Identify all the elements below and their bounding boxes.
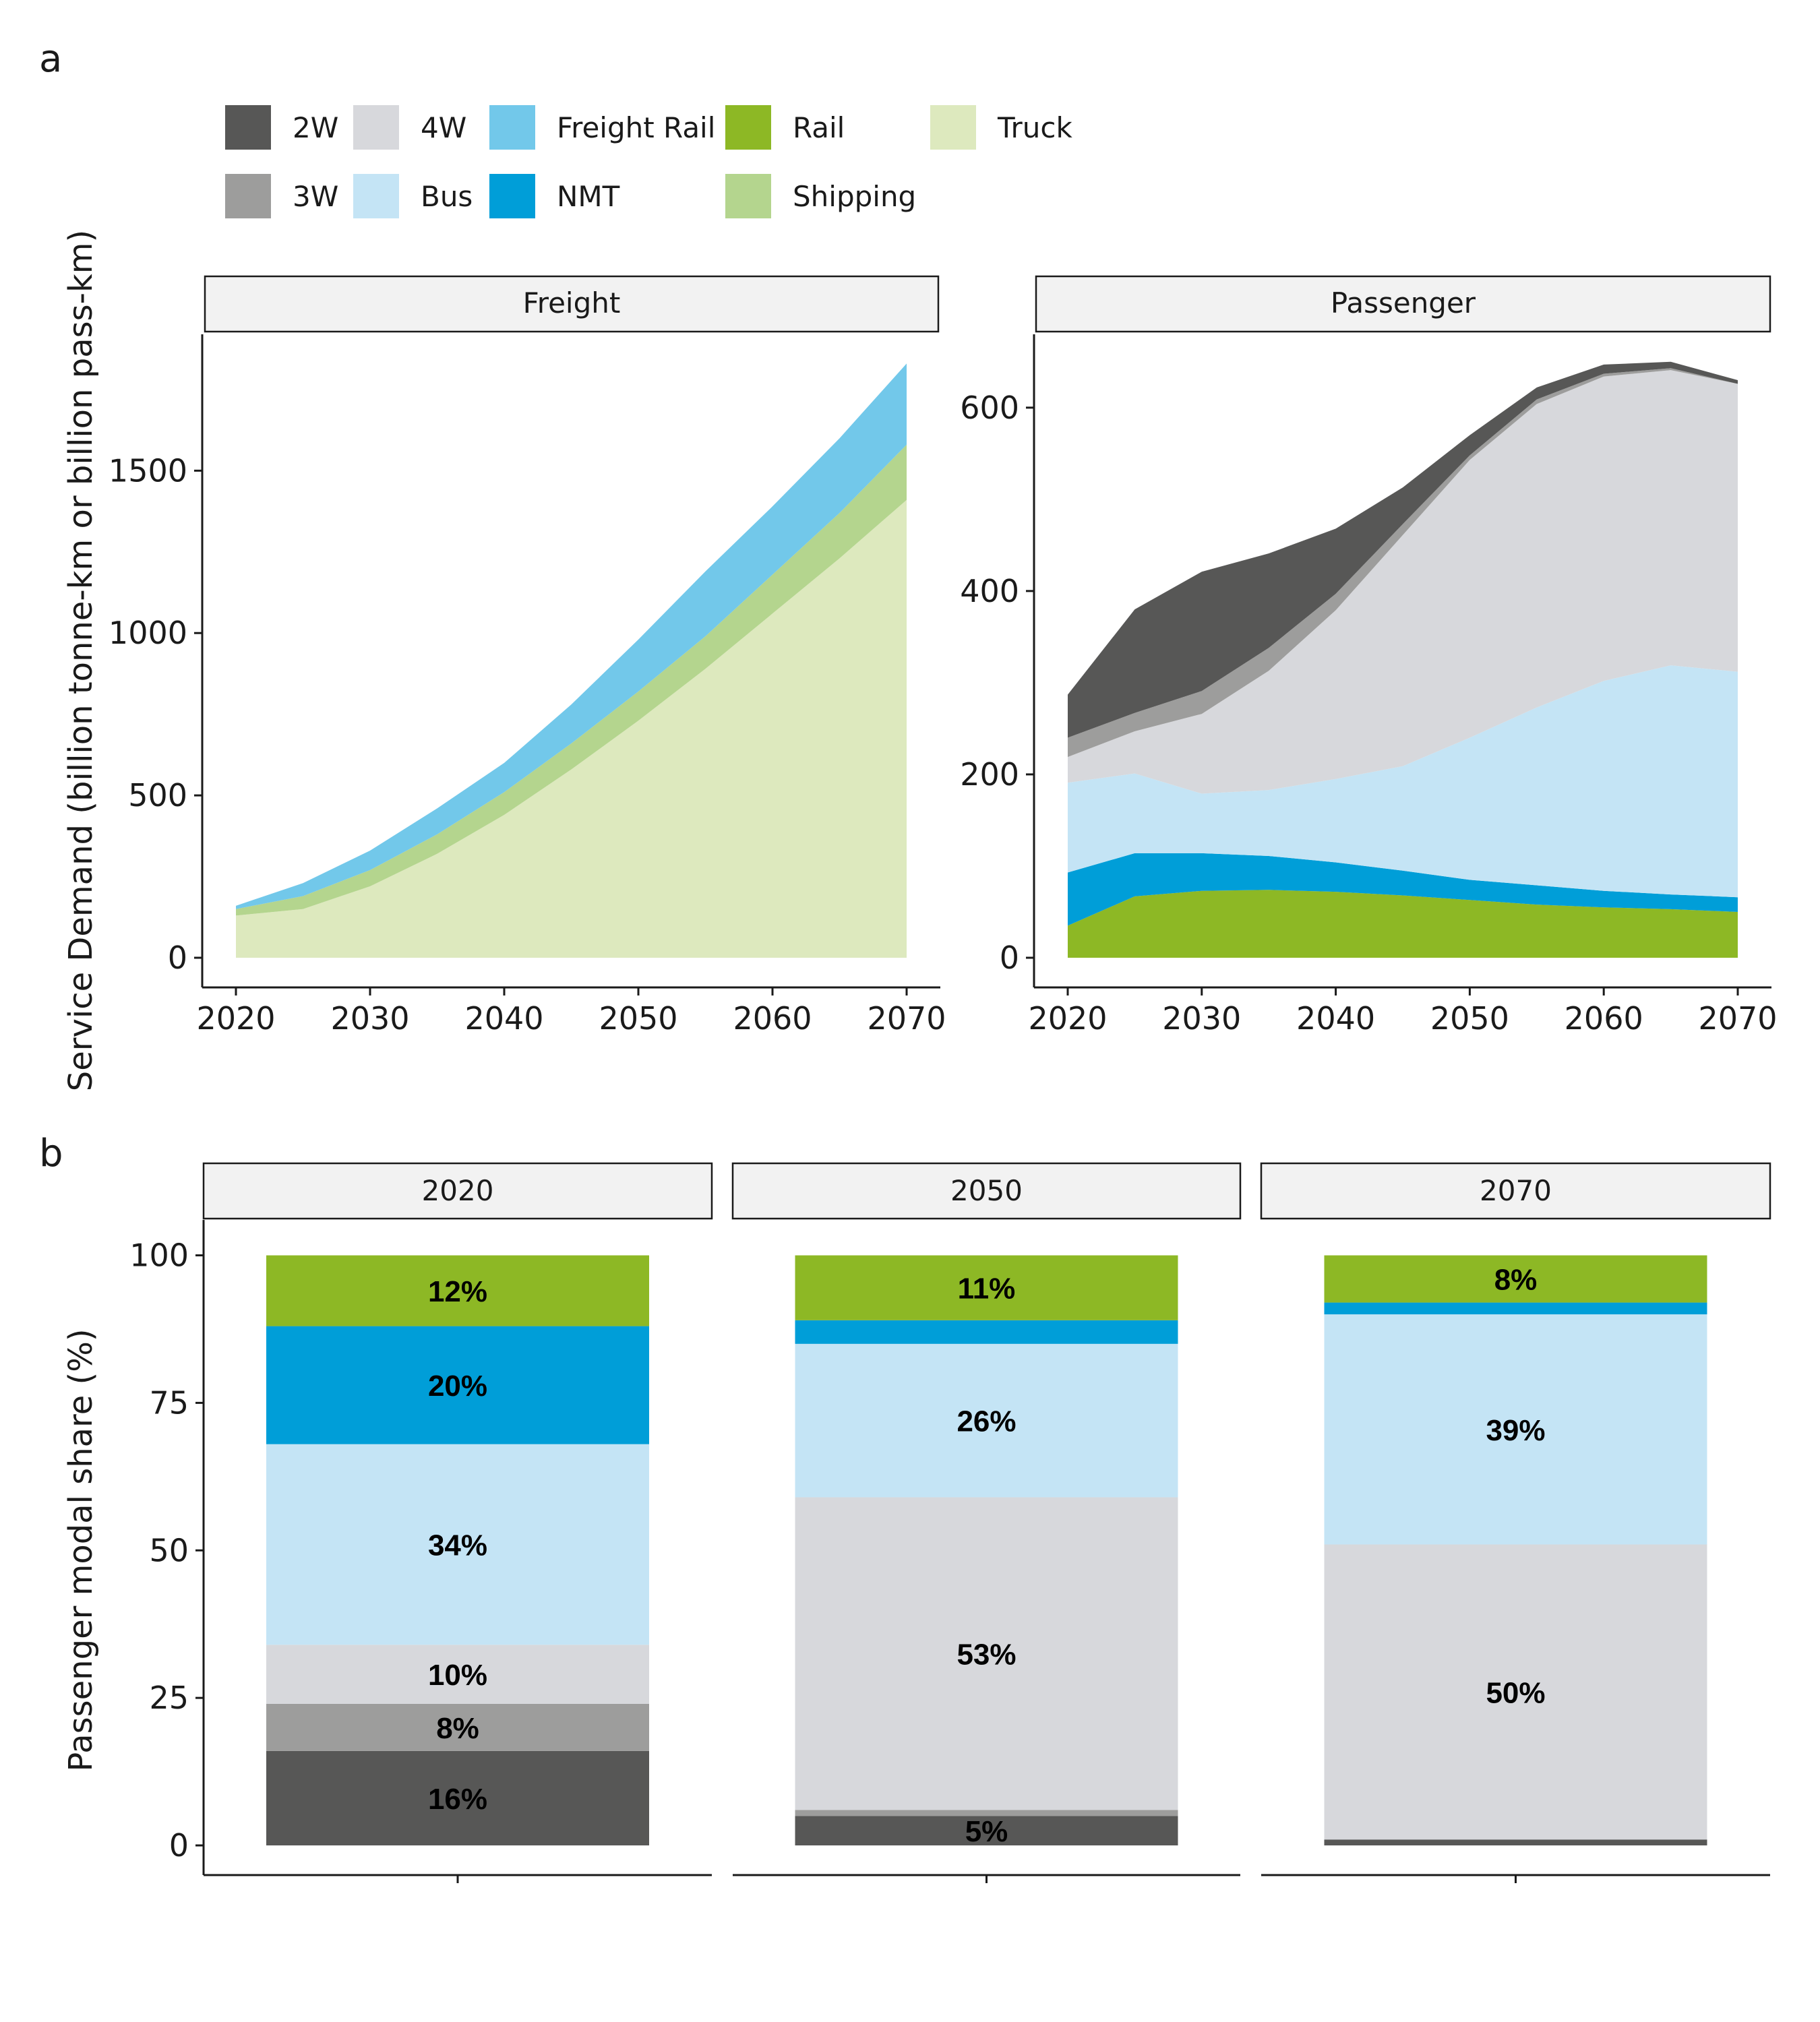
share-bar-2050-bus: [795, 1343, 1178, 1498]
passenger-x-tick-label: 2070: [1698, 1000, 1777, 1037]
passenger-area-rail: [1068, 890, 1738, 958]
legend-label-bus: Bus: [421, 180, 473, 213]
legend-label-4w: 4W: [421, 111, 466, 144]
passenger-area-nmt: [1068, 853, 1738, 926]
share-label-2020-4w: 10%: [428, 1659, 487, 1692]
share-y-tick-label: 100: [129, 1237, 189, 1274]
share-strip-2070: [1260, 1162, 1771, 1220]
legend: 2W 3W 4W Bus Freight Rail NMT Rail Shipping Truc…: [225, 105, 1072, 218]
legend-swatch-2w: [225, 105, 271, 150]
freight-strip: [204, 275, 940, 333]
passenger-area-3w: [1068, 368, 1738, 758]
share-bar-2050-3w: [795, 1810, 1178, 1816]
share-strip-title: 2070: [1480, 1174, 1552, 1207]
passenger-x-tick-label: 2030: [1162, 1000, 1241, 1037]
freight-x-tick-label: 2020: [196, 1000, 275, 1037]
freight-x-tick-label: 2060: [733, 1000, 812, 1037]
legend-label-shipping: Shipping: [793, 180, 916, 213]
passenger-x-tick-label: 2020: [1028, 1000, 1107, 1037]
share-bar-2050-2w: [795, 1816, 1178, 1845]
share-strip-2050: [731, 1162, 1242, 1220]
share-label-2050-bus: 26%: [957, 1405, 1016, 1438]
legend-swatch-rail: [725, 105, 771, 150]
passenger-y-tick-label: 400: [960, 573, 1019, 609]
legend-label-nmt: NMT: [557, 180, 620, 213]
legend-swatch-truck: [930, 105, 976, 150]
share-label-2020-2w: 16%: [428, 1783, 487, 1816]
legend-label-rail: Rail: [793, 111, 845, 144]
legend-swatch-nmt: [489, 174, 535, 218]
passenger-x-tick-label: 2040: [1296, 1000, 1375, 1037]
share-bar-2050-4w: [795, 1497, 1178, 1810]
freight-y-tick-label: 0: [168, 940, 187, 976]
freight-x-tick-label: 2070: [867, 1000, 946, 1037]
share-bar-2020-bus: [266, 1444, 649, 1645]
passenger-x-tick-label: 2060: [1565, 1000, 1643, 1037]
share-y-tick-label: 50: [149, 1532, 189, 1568]
y-axis-title-b: Passenger modal share (%): [62, 1328, 100, 1771]
share-label-2020-3w: 8%: [436, 1712, 479, 1745]
share-label-2020-rail: 12%: [428, 1275, 487, 1308]
share-label-2070-rail: 8%: [1494, 1264, 1538, 1297]
legend-label-truck: Truck: [997, 111, 1072, 144]
passenger-y-tick-label: 600: [960, 390, 1019, 426]
freight-y-tick-label: 1000: [109, 615, 187, 651]
passenger-strip: [1035, 275, 1771, 333]
passenger-area-2w: [1068, 361, 1738, 738]
passenger-area-bus: [1068, 665, 1738, 898]
share-bar-2070-2w: [1324, 1839, 1707, 1845]
share-y-tick-label: 0: [169, 1827, 189, 1864]
freight-y-tick-label: 1500: [109, 452, 187, 489]
passenger-strip-title: Passenger: [1331, 286, 1476, 319]
passenger-x-tick-label: 2050: [1430, 1000, 1509, 1037]
share-bar-2070-4w: [1324, 1544, 1707, 1840]
legend-swatch-bus: [353, 174, 399, 218]
share-label-2020-bus: 34%: [428, 1529, 487, 1562]
legend-label-3w: 3W: [293, 180, 338, 213]
freight-area-truck: [236, 499, 907, 958]
share-bar-2020-rail: [266, 1255, 649, 1326]
share-bar-2020-3w: [266, 1703, 649, 1751]
share-strip-title: 2050: [950, 1174, 1023, 1207]
share-label-2050-2w: 5%: [965, 1815, 1008, 1848]
share-bar-2050-rail: [795, 1255, 1178, 1320]
share-strip-2020: [202, 1162, 713, 1220]
share-bar-2020-2w: [266, 1750, 649, 1845]
passenger-y-tick-label: 200: [960, 756, 1019, 793]
panel-label-b: b: [39, 1132, 63, 1175]
legend-label-2w: 2W: [293, 111, 338, 144]
passenger-area-4w: [1068, 370, 1738, 794]
freight-x-tick-label: 2030: [330, 1000, 409, 1037]
legend-swatch-freight-rail: [489, 105, 535, 150]
legend-swatch-4w: [353, 105, 399, 150]
legend-label-freight-rail: Freight Rail: [557, 111, 715, 144]
share-label-2020-nmt: 20%: [428, 1370, 487, 1403]
share-bar-2070-bus: [1324, 1314, 1707, 1545]
passenger-panel: Passenger 0 200 400 600 2020 2030 2040 2050 2060 2…: [960, 275, 1778, 1037]
freight-x-tick-label: 2040: [464, 1000, 543, 1037]
freight-strip-title: Freight: [523, 286, 621, 319]
y-axis-title-a: Service Demand (billion tonne-km or bill…: [62, 230, 100, 1091]
freight-x-tick-label: 2050: [599, 1000, 677, 1037]
freight-panel: Freight 0 500 1000 1500 2020 2030 2040 2050 2060 2…: [109, 275, 946, 1037]
share-label-2070-bus: 39%: [1486, 1414, 1545, 1447]
share-label-2070-4w: 50%: [1486, 1676, 1545, 1709]
legend-swatch-3w: [225, 174, 271, 218]
share-bar-2070-rail: [1324, 1255, 1707, 1303]
share-y-tick-label: 25: [149, 1680, 189, 1716]
share-y-tick-label: 75: [149, 1384, 189, 1421]
share-bar-2020-nmt: [266, 1326, 649, 1444]
passenger-y-tick-label: 0: [1000, 940, 1019, 976]
panel-label-a: a: [39, 37, 62, 81]
share-bar-2020-4w: [266, 1645, 649, 1704]
freight-y-tick-label: 500: [128, 777, 187, 814]
share-label-2050-4w: 53%: [957, 1638, 1016, 1671]
share-label-2050-rail: 11%: [958, 1273, 1016, 1306]
modal-share-panel: 0 25 50 75 100 2020 16% 8% 10% 34% 20% 12% 2050 5% 53%…: [129, 1162, 1771, 1883]
share-bar-2050-nmt: [795, 1320, 1178, 1344]
share-strip-title: 2020: [422, 1174, 494, 1207]
legend-swatch-shipping: [725, 174, 771, 218]
share-bar-2070-nmt: [1324, 1302, 1707, 1315]
